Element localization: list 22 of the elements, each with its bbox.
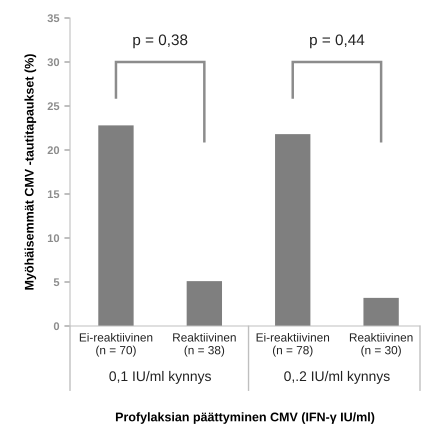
text: 0,1 IU/ml kynnys <box>109 370 211 384</box>
y-tick-label: 5 <box>54 278 60 286</box>
x-tick-label: Reaktiivinen (n = 38) <box>173 332 236 357</box>
y-axis-title: Myöhäisemmät CMV -tautitapaukset (%) <box>24 54 36 290</box>
bar <box>275 134 310 326</box>
y-tick-label: 0 <box>54 322 60 330</box>
y-tick-label: 10 <box>48 234 60 242</box>
annotation: p = 0,38 <box>133 34 188 48</box>
x-tick-label: Ei-reaktiivinen (n = 70) <box>80 332 152 357</box>
y-tick-label: 35 <box>47 14 60 22</box>
bar <box>363 298 399 326</box>
x-tick-label: Ei-reaktiivinen (n = 78) <box>256 332 330 357</box>
bar <box>98 125 134 326</box>
y-tick-label: 30 <box>47 58 60 66</box>
bar <box>186 281 222 326</box>
text: 0,.2 IU/ml kynnys <box>284 370 390 384</box>
annotation: p = 0,44 <box>310 34 364 48</box>
x-tick-label: Reaktiivinen (n = 30) <box>350 332 412 357</box>
y-tick-label: 20 <box>48 146 60 154</box>
y-tick-label: 15 <box>48 190 60 198</box>
y-tick-label: 25 <box>48 102 60 110</box>
x-axis-title: Profylaksian päättyminen CMV (IFN-γ IU/ml) <box>116 412 374 424</box>
